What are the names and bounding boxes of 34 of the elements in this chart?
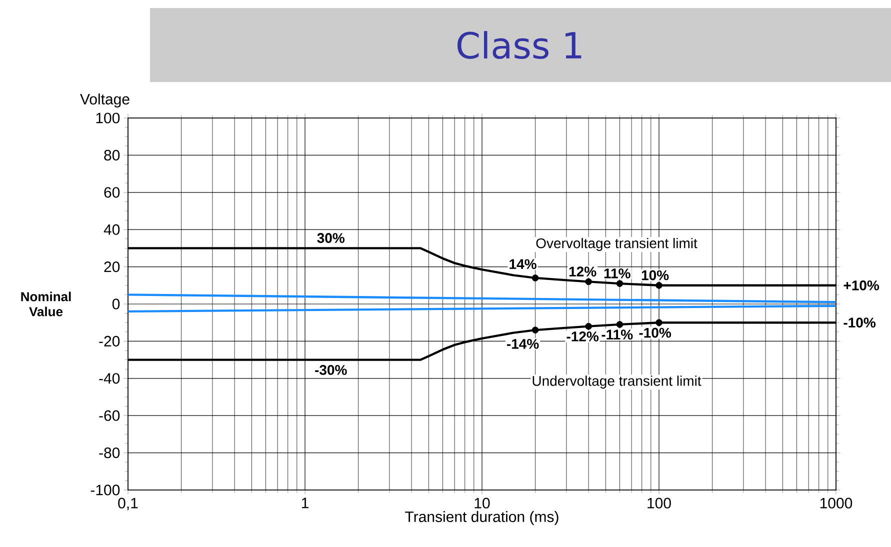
x-tick-label: 10 [474,498,490,508]
annotation: 30% [317,233,344,243]
annotation: -12% [566,332,599,342]
annotation: -10% [639,328,672,338]
x-tick-label: 1000 [820,498,852,508]
annotation: 12% [569,266,596,276]
annotation: -30% [315,364,347,375]
y-tick-label: 80 [104,150,120,161]
annotation: -14% [506,338,539,349]
annotation: Overvoltage transient limit [536,238,698,251]
y-tick-label: 60 [104,187,120,198]
y-tick-label: -40 [99,373,120,384]
annotation: +10% [844,280,880,290]
annotation: -11% [602,330,633,340]
y-tick-label: 20 [104,261,120,272]
annotation: 11% [604,268,630,278]
y-tick-label: 0 [112,298,120,310]
y-axis-title: Voltage [80,93,130,108]
x-tick-label: 100 [648,498,671,508]
chart-title: Class 1 [458,31,582,59]
annotation: -10% [844,318,876,328]
y-tick-label: -100 [90,484,120,496]
annotation: 14% [510,259,536,270]
annotation: Undervoltage transient limit [532,376,702,389]
y-tick-label: -80 [99,447,120,458]
y-tick-label: 100 [96,112,120,124]
annotation: 10% [642,270,669,280]
text: Nominal Value [21,292,71,316]
y-tick-label: 40 [104,224,120,235]
y-tick-label: -20 [99,336,120,347]
x-axis-title: Transient duration (ms) [405,511,558,526]
y-tick-label: -60 [99,410,120,421]
x-tick-label: 1 [302,498,308,508]
x-tick-label: 0,1 [118,498,138,510]
